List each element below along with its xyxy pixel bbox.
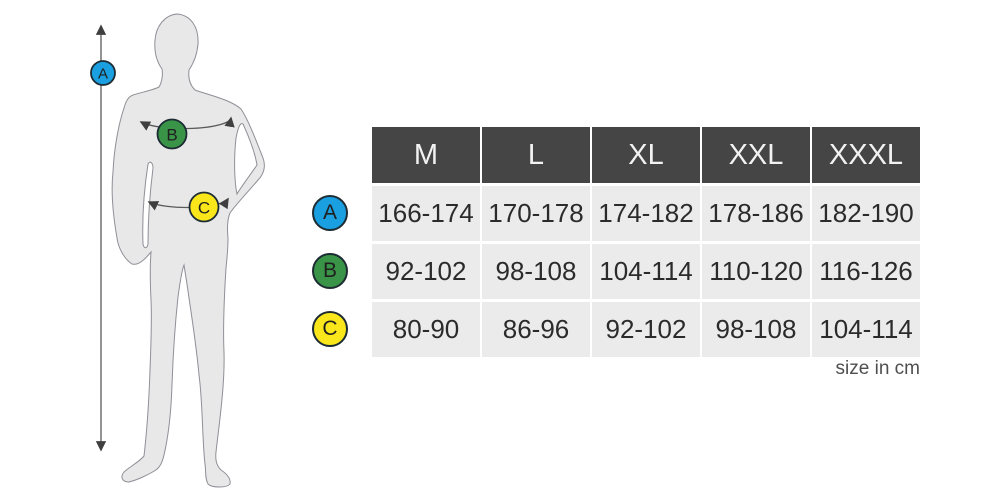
units-footnote: size in cm	[835, 358, 920, 379]
chest-marker-letter: B	[166, 126, 177, 145]
column-header-xxxl: XXXL	[812, 127, 920, 183]
cell-height-xxl: 178-186	[702, 186, 810, 241]
cell-height-l: 170-178	[482, 186, 590, 241]
cell-chest-xxxl: 116-126	[812, 244, 920, 299]
waist-marker-badge: C	[188, 191, 220, 223]
column-header-m: M	[372, 127, 480, 183]
cell-waist-l: 86-96	[482, 302, 590, 357]
waist-marker-letter: C	[198, 199, 210, 218]
figure-diagram: A B C	[90, 13, 265, 488]
cell-waist-xxl: 98-108	[702, 302, 810, 357]
body-silhouette	[111, 13, 265, 488]
row-label-waist: C	[312, 311, 348, 347]
cell-waist-xxxl: 104-114	[812, 302, 920, 357]
cell-chest-xl: 104-114	[592, 244, 700, 299]
cell-waist-xl: 92-102	[592, 302, 700, 357]
chest-marker-badge: B	[156, 118, 188, 150]
height-marker-letter: A	[98, 66, 108, 83]
cell-height-xxxl: 182-190	[812, 186, 920, 241]
column-header-l: L	[482, 127, 590, 183]
cell-height-xl: 174-182	[592, 186, 700, 241]
cell-chest-l: 98-108	[482, 244, 590, 299]
cell-chest-xxl: 110-120	[702, 244, 810, 299]
size-table: M L XL XXL XXXL 166-174 170-178 174-182 …	[372, 127, 920, 357]
row-label-chest: B	[312, 253, 348, 289]
row-label-height: A	[312, 195, 348, 231]
height-marker-badge: A	[90, 60, 116, 86]
cell-waist-m: 80-90	[372, 302, 480, 357]
cell-chest-m: 92-102	[372, 244, 480, 299]
row-label-waist-letter: C	[322, 317, 338, 340]
column-header-xl: XL	[592, 127, 700, 183]
chest-arc	[139, 116, 235, 131]
row-label-height-letter: A	[322, 201, 337, 224]
row-label-chest-letter: B	[322, 259, 337, 282]
column-header-xxl: XXL	[702, 127, 810, 183]
cell-height-m: 166-174	[372, 186, 480, 241]
